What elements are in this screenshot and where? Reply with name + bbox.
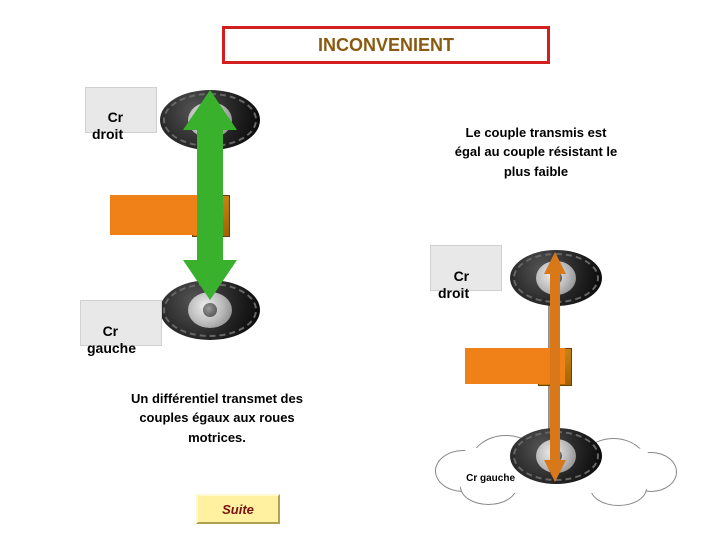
diagram-stage: INCONVENIENT Crdroit (0, 0, 720, 540)
explain-left-l2: couples égaux aux roues (139, 408, 294, 428)
label-left-bottom: Crgauche (87, 306, 136, 374)
label-right-top: Crdroit (438, 251, 469, 319)
suite-label: Suite (222, 502, 254, 517)
suite-button[interactable]: Suite (196, 494, 280, 524)
explain-left: Un différentiel transmet des couples éga… (96, 374, 338, 462)
explain-top-l1: Le couple transmis est (466, 123, 607, 143)
title-text: INCONVENIENT (318, 35, 454, 56)
explain-top: Le couple transmis est égal au couple ré… (412, 108, 660, 196)
label-left-top: Crdroit (92, 92, 123, 160)
explain-left-l1: Un différentiel transmet des (131, 389, 303, 409)
arrow-orange (544, 252, 566, 482)
label-right-bottom: Cr gauche (455, 462, 515, 495)
title-box: INCONVENIENT (222, 26, 550, 64)
label-left-top-text: Crdroit (92, 109, 123, 142)
label-right-top-text: Crdroit (438, 268, 469, 301)
label-right-bottom-text: Cr gauche (466, 473, 515, 484)
label-left-bottom-text: Crgauche (87, 323, 136, 356)
explain-top-l2: égal au couple résistant le (455, 142, 618, 162)
explain-left-l3: motrices. (188, 428, 246, 448)
explain-top-l3: plus faible (504, 162, 568, 182)
arrow-green (183, 90, 237, 300)
